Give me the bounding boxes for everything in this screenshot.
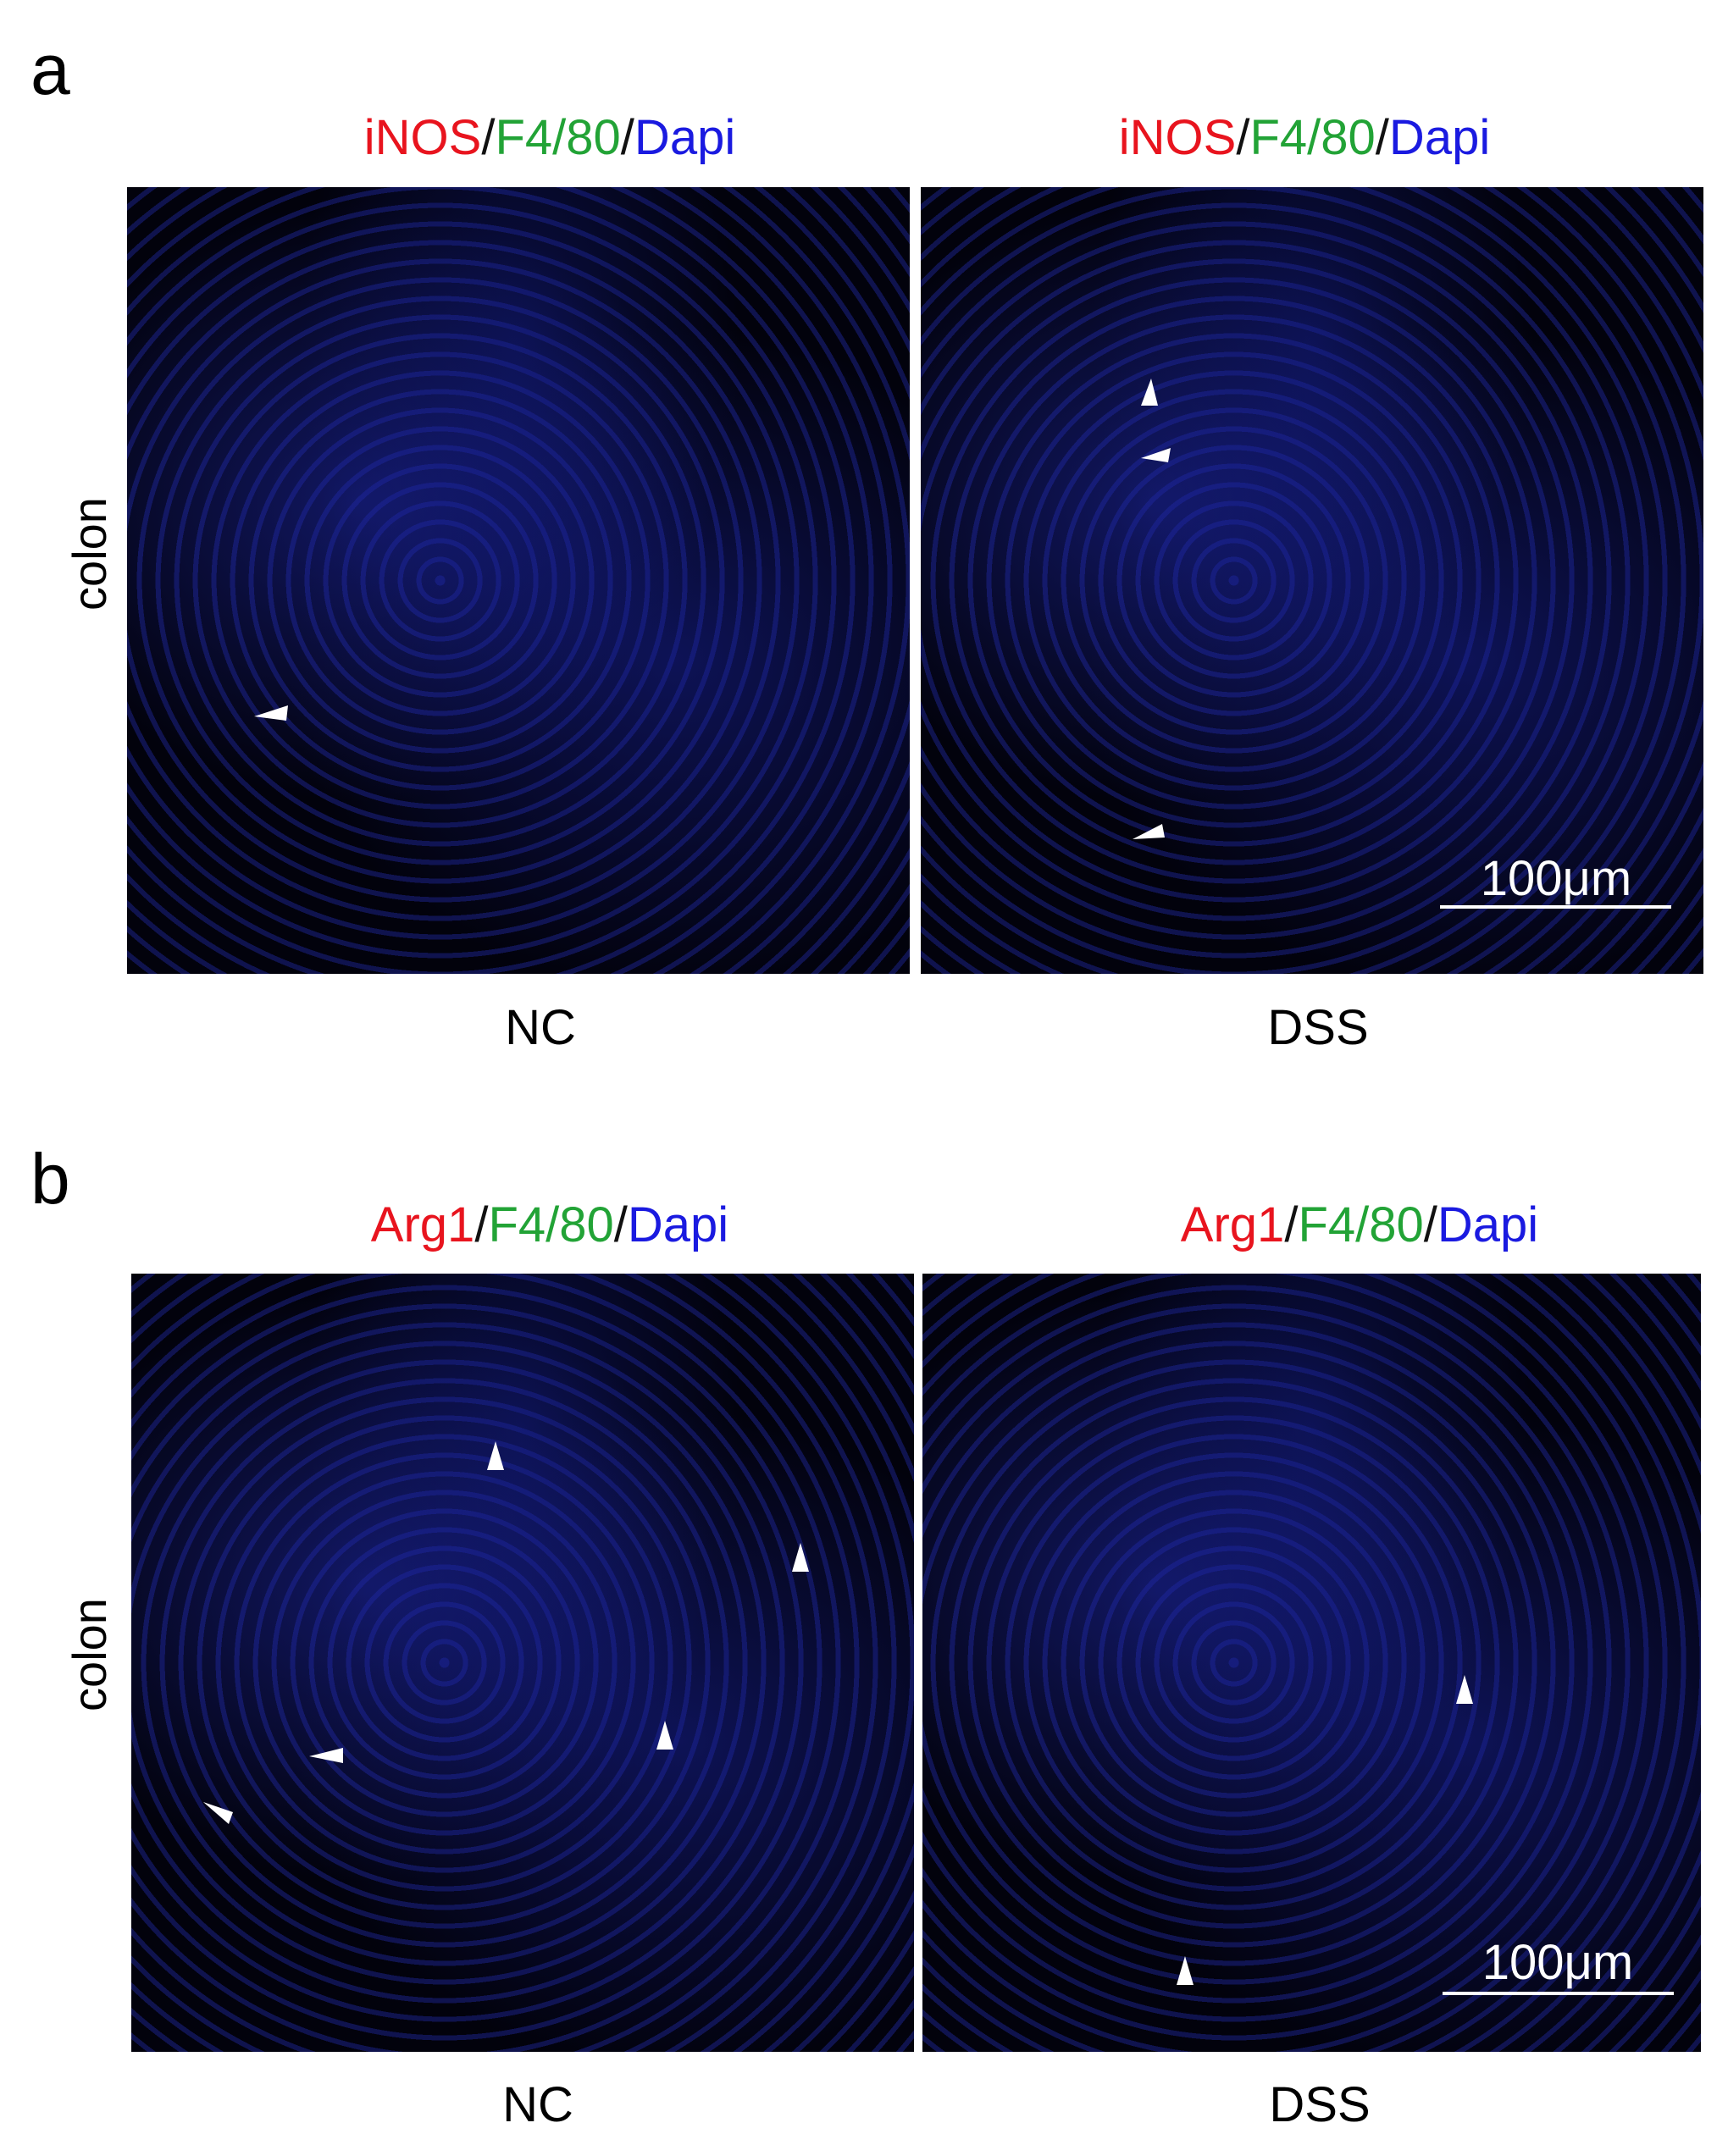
arrows (1177, 1675, 1473, 1985)
micrograph: 100μm (921, 187, 1703, 974)
micrograph (131, 1274, 914, 2052)
separator: / (481, 110, 496, 165)
stain: Dapi (1388, 110, 1491, 165)
stain: iNOS (363, 110, 482, 165)
separator: / (1423, 1197, 1437, 1252)
separator: / (620, 110, 634, 165)
image-title: iNOS/F4/80/Dapi (364, 113, 735, 163)
stain: F4/80 (1249, 110, 1376, 165)
scale-bar (1440, 905, 1671, 909)
image-title: Arg1/F4/80/Dapi (371, 1201, 728, 1250)
image-title: iNOS/F4/80/Dapi (1119, 113, 1490, 163)
arrows (1133, 379, 1171, 839)
stain: Dapi (627, 1197, 729, 1252)
stain: Arg1 (370, 1197, 475, 1252)
stain: F4/80 (495, 110, 621, 165)
arrows (254, 705, 288, 721)
condition-label: NC (505, 1000, 576, 1055)
arrows (203, 1441, 809, 1824)
micrograph: 100μm (922, 1274, 1701, 2052)
micrograph (127, 187, 910, 974)
separator: / (1375, 110, 1389, 165)
condition-label: DSS (1267, 1000, 1369, 1055)
panel-label: a (30, 30, 70, 109)
separator: / (474, 1197, 489, 1252)
stain: Dapi (634, 110, 736, 165)
row-label: colon (63, 1598, 116, 1711)
scale-bar (1443, 1992, 1674, 1995)
image-title: Arg1/F4/80/Dapi (1181, 1201, 1538, 1250)
separator: / (1284, 1197, 1299, 1252)
stain: Dapi (1437, 1197, 1539, 1252)
scale-bar-label: 100μm (1480, 851, 1632, 906)
scale-bar-label: 100μm (1482, 1935, 1634, 1990)
panel-label: b (30, 1139, 70, 1219)
separator: / (1236, 110, 1250, 165)
stain: F4/80 (488, 1197, 614, 1252)
condition-label: DSS (1269, 2077, 1371, 2132)
stain: F4/80 (1298, 1197, 1424, 1252)
condition-label: NC (502, 2077, 573, 2132)
stain: iNOS (1118, 110, 1237, 165)
stain: Arg1 (1180, 1197, 1285, 1252)
separator: / (613, 1197, 628, 1252)
row-label: colon (63, 497, 116, 611)
